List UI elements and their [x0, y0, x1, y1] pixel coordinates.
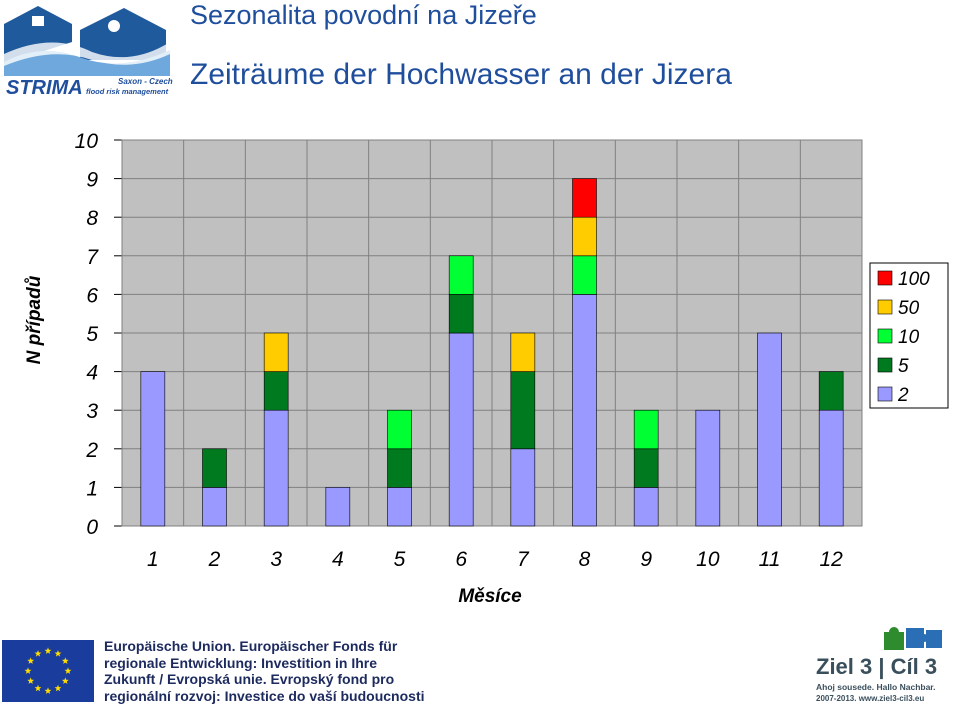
eu-line: regionale Entwicklung: Investition in Ih…: [104, 654, 378, 671]
bar-segment: [325, 487, 351, 527]
plot-border: [121, 139, 863, 527]
legend-box: [869, 262, 949, 409]
y-tick-label: 2: [85, 439, 98, 462]
bar-segment: [510, 332, 536, 372]
y-tick-label: 8: [86, 207, 98, 230]
bar-segment: [633, 448, 659, 488]
x-tick-label: 2: [208, 548, 221, 571]
x-tick-label: 9: [640, 548, 652, 571]
y-axis-label: N případů: [24, 275, 45, 364]
page-title-cz: Sezonalita povodní na Jizeře: [190, 0, 537, 30]
eu-star: [34, 684, 42, 692]
bar-segment: [387, 448, 412, 488]
legend-swatch: [877, 328, 893, 344]
page-title-de: Zeiträume der Hochwasser an der Jizera: [190, 58, 732, 91]
bar-segment: [818, 371, 844, 411]
eu-star: [27, 677, 35, 684]
x-tick-label: 7: [517, 548, 530, 571]
eu-star: [24, 667, 32, 674]
eu-line: regionální rozvoj: Investice do vaší bud…: [104, 687, 425, 704]
bar-segment: [818, 409, 844, 527]
eu-star: [44, 647, 52, 654]
x-tick-label: 1: [147, 548, 159, 571]
eu-star: [61, 657, 69, 664]
eu-flag-icon: [2, 640, 94, 702]
ziel3-logo: Ziel 3 | Cíl 3 Ahoj sousede. Hallo Nachb…: [808, 626, 958, 706]
eu-funding-text: Europäische Union. Europäischer Fonds fü…: [104, 638, 425, 704]
eu-line: Zukunft / Evropská unie. Evropský fond p…: [104, 671, 395, 687]
eu-line: Europäische Union. Europäischer Fonds fü…: [104, 638, 398, 654]
bar-segment: [448, 255, 474, 295]
legend-label: 50: [898, 298, 920, 319]
legend-label: 100: [898, 269, 930, 290]
logo-text: STRIMA: [6, 77, 83, 98]
bar-segment: [695, 409, 721, 527]
y-tick-label: 10: [75, 130, 99, 153]
bar-segment: [263, 409, 289, 527]
legend-swatch: [877, 386, 893, 402]
legend-label: 5: [898, 356, 909, 377]
bar-segment: [510, 371, 536, 450]
eu-star: [61, 677, 69, 684]
bar-segment: [572, 255, 597, 295]
bar-segment: [572, 216, 597, 257]
bar-segment: [633, 487, 659, 527]
bar-segment: [510, 448, 536, 527]
x-tick-label: 5: [394, 548, 406, 571]
legend-label: 2: [897, 385, 909, 406]
x-tick-label: 4: [332, 548, 344, 571]
y-tick-label: 3: [86, 400, 98, 423]
bar-segment: [263, 371, 289, 411]
eu-star: [54, 684, 62, 692]
eu-star: [44, 687, 52, 694]
bar-segment: [387, 487, 412, 527]
logo-sub1: Saxon - Czech: [118, 77, 173, 86]
bar-segment: [448, 294, 474, 334]
bar-segment: [202, 448, 227, 488]
bar-segment: [448, 332, 474, 527]
x-axis-label: Měsíce: [458, 586, 522, 607]
ziel-slogan: Ahoj sousede. Hallo Nachbar.: [816, 682, 936, 692]
eu-star: [54, 650, 62, 657]
strima-logo: STRIMA Saxon - Czech flood risk manageme…: [4, 6, 173, 98]
bar-segment: [572, 178, 597, 218]
eu-star: [64, 667, 72, 674]
y-tick-label: 1: [86, 477, 98, 500]
ziel-years: 2007-2013. www.ziel3-cil3.eu: [816, 694, 925, 703]
legend-swatch: [877, 270, 893, 286]
legend-label: 10: [898, 327, 920, 348]
x-tick-label: 6: [455, 548, 467, 571]
y-tick-label: 0: [86, 516, 98, 539]
y-tick-label: 9: [86, 169, 98, 192]
bar-segment: [757, 332, 782, 527]
x-tick-label: 12: [819, 548, 843, 571]
y-tick-label: 7: [86, 246, 99, 269]
legend-swatch: [877, 299, 893, 315]
y-tick-label: 4: [86, 362, 98, 385]
legend-swatch: [877, 357, 893, 373]
y-tick-label: 6: [86, 284, 98, 307]
bar-segment: [202, 487, 227, 527]
x-tick-label: 11: [759, 548, 781, 571]
bar-segment: [263, 332, 289, 372]
x-tick-label: 3: [270, 548, 282, 571]
puzzle-icon: [884, 627, 942, 650]
bar-segment: [387, 409, 412, 450]
y-tick-label: 5: [86, 323, 98, 346]
logo-sub2: flood risk management: [86, 87, 169, 96]
ziel-title: Ziel 3 | Cíl 3: [816, 654, 938, 679]
bar-segment: [633, 409, 659, 450]
eu-star: [27, 657, 35, 664]
bar-segment: [572, 294, 597, 527]
x-tick-label: 8: [579, 548, 591, 571]
x-tick-label: 10: [696, 548, 720, 571]
bar-segment: [140, 371, 166, 527]
eu-star: [34, 650, 42, 657]
